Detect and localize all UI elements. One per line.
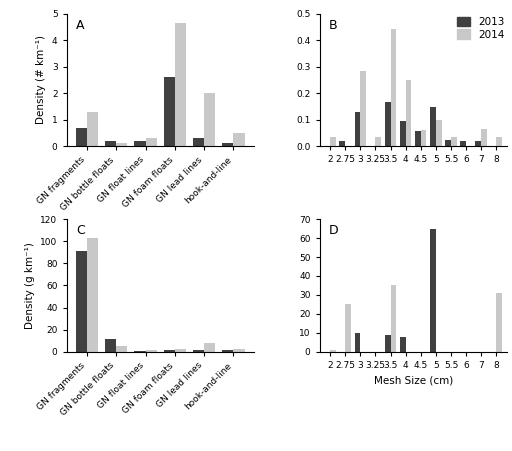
Bar [391, 285, 396, 352]
Bar [360, 70, 366, 146]
Bar [145, 138, 157, 146]
Text: C: C [76, 225, 84, 237]
Bar [406, 80, 411, 146]
Bar [233, 349, 245, 352]
Bar [355, 112, 360, 146]
Bar [345, 304, 351, 352]
Bar [385, 335, 391, 352]
Bar [400, 336, 406, 352]
Bar [451, 137, 457, 146]
Bar [222, 143, 233, 146]
Text: D: D [329, 225, 338, 237]
Bar [116, 346, 127, 352]
Bar [496, 293, 502, 352]
Bar [375, 137, 381, 146]
Bar [193, 138, 204, 146]
Bar [76, 128, 87, 146]
Bar [481, 129, 487, 146]
Bar [87, 238, 98, 352]
Bar [460, 141, 466, 146]
Bar [385, 102, 391, 146]
Bar [391, 29, 396, 146]
Bar [76, 251, 87, 352]
Text: B: B [329, 19, 337, 32]
Bar [445, 139, 451, 146]
Bar [87, 112, 98, 146]
Bar [116, 143, 127, 146]
Bar [430, 107, 436, 146]
Bar [436, 120, 442, 146]
Bar [496, 137, 502, 146]
Bar [105, 141, 116, 146]
Bar [135, 142, 145, 146]
Y-axis label: Density (# km⁻¹): Density (# km⁻¹) [36, 35, 46, 124]
Bar [145, 350, 157, 352]
Bar [233, 133, 245, 146]
Bar [135, 351, 145, 352]
Bar [164, 350, 175, 352]
Y-axis label: Density (g km⁻¹): Density (g km⁻¹) [25, 242, 35, 329]
Bar [204, 344, 215, 352]
Bar [204, 93, 215, 146]
Bar [330, 137, 336, 146]
Bar [476, 141, 481, 146]
Bar [339, 141, 345, 146]
Bar [421, 130, 426, 146]
Bar [330, 350, 336, 352]
Bar [164, 77, 175, 146]
Bar [105, 339, 116, 352]
Bar [222, 350, 233, 352]
Text: A: A [76, 19, 84, 32]
Legend: 2013, 2014: 2013, 2014 [456, 16, 505, 41]
Bar [175, 23, 186, 146]
Bar [430, 229, 436, 352]
Bar [415, 131, 421, 146]
X-axis label: Mesh Size (cm): Mesh Size (cm) [374, 375, 453, 385]
Bar [193, 350, 204, 352]
Bar [400, 121, 406, 146]
Bar [355, 333, 360, 352]
Bar [175, 349, 186, 352]
